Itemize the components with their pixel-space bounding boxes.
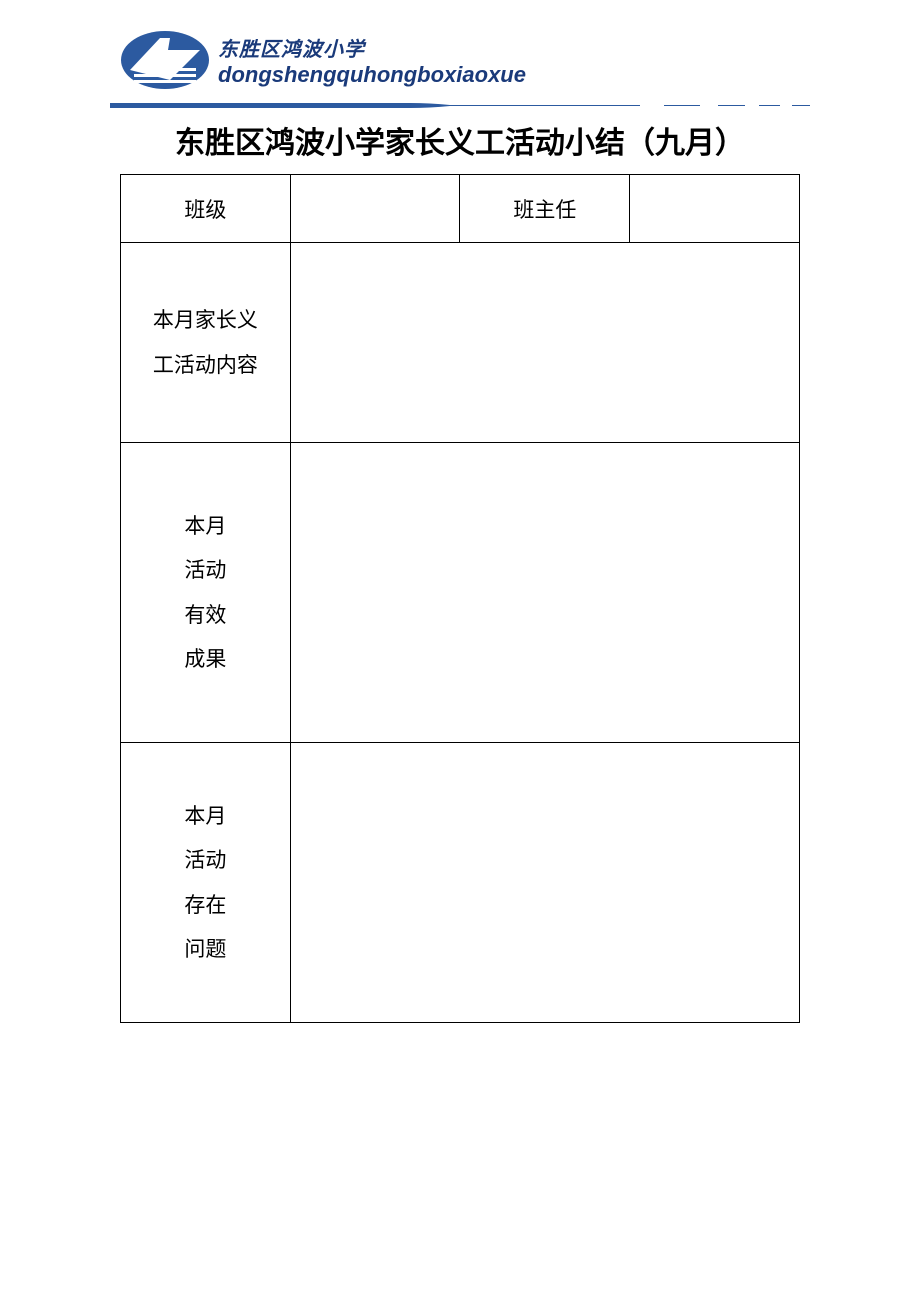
- activity-issues-value[interactable]: [290, 743, 799, 1023]
- label-line: 活动: [129, 838, 282, 882]
- label-line: 本月: [129, 794, 282, 838]
- label-line: 本月家长义: [129, 298, 282, 342]
- logo-area: 东胜区鸿波小学 dongshengquhongboxiaoxue: [120, 30, 526, 90]
- label-line: 存在: [129, 883, 282, 927]
- label-line: 工活动内容: [129, 343, 282, 387]
- activity-content-value[interactable]: [290, 243, 799, 443]
- table-row: 班级 班主任: [121, 175, 800, 243]
- document-title: 东胜区鸿波小学家长义工活动小结（九月）: [0, 118, 920, 162]
- summary-form-table: 班级 班主任 本月家长义 工活动内容 本月 活动 有效 成果 本月: [120, 174, 800, 1023]
- class-label: 班级: [121, 175, 291, 243]
- logo-text-block: 东胜区鸿波小学 dongshengquhongboxiaoxue: [218, 33, 526, 88]
- activity-content-label: 本月家长义 工活动内容: [121, 243, 291, 443]
- label-line: 活动: [129, 548, 282, 592]
- table-row: 本月 活动 有效 成果: [121, 443, 800, 743]
- activity-issues-label: 本月 活动 存在 问题: [121, 743, 291, 1023]
- class-value[interactable]: [290, 175, 460, 243]
- activity-results-value[interactable]: [290, 443, 799, 743]
- label-line: 有效: [129, 593, 282, 637]
- label-line: 问题: [129, 927, 282, 971]
- label-line: 成果: [129, 637, 282, 681]
- header-divider-line: [110, 96, 810, 100]
- label-line: 本月: [129, 504, 282, 548]
- table-row: 本月 活动 存在 问题: [121, 743, 800, 1023]
- school-logo-icon: [120, 30, 210, 90]
- logo-chinese-name: 东胜区鸿波小学: [218, 33, 526, 62]
- logo-pinyin: dongshengquhongboxiaoxue: [218, 62, 526, 88]
- table-row: 本月家长义 工活动内容: [121, 243, 800, 443]
- teacher-value[interactable]: [630, 175, 800, 243]
- document-header: 东胜区鸿波小学 dongshengquhongboxiaoxue: [0, 0, 920, 100]
- teacher-label: 班主任: [460, 175, 630, 243]
- activity-results-label: 本月 活动 有效 成果: [121, 443, 291, 743]
